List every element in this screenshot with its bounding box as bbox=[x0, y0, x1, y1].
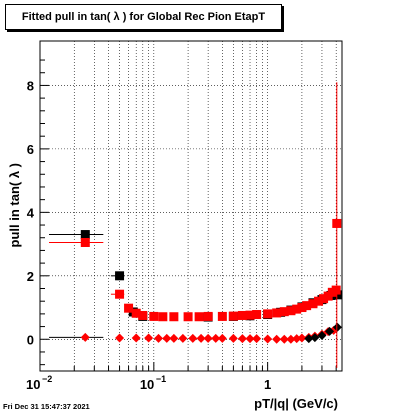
data-point-square bbox=[169, 312, 179, 322]
grid bbox=[39, 41, 342, 371]
data-point-diamond bbox=[162, 333, 172, 343]
x-axis-label: pT/|q| (GeV/c) bbox=[254, 396, 338, 411]
x-tick-exponent: −2 bbox=[42, 374, 52, 384]
y-tick-label: 0 bbox=[27, 332, 34, 347]
data-point-diamond bbox=[332, 322, 342, 332]
data-point-square bbox=[228, 311, 238, 321]
chart-title: Fitted pull in tan( λ ) for Global Rec P… bbox=[5, 4, 282, 30]
y-tick-label: 8 bbox=[27, 78, 34, 93]
data-point-square bbox=[245, 310, 255, 320]
y-tick-label: 2 bbox=[27, 269, 34, 284]
data-point-square bbox=[319, 294, 329, 304]
data-point-square bbox=[115, 271, 125, 281]
data-point-square bbox=[279, 307, 289, 317]
data-point-square bbox=[308, 299, 318, 309]
data-point-square bbox=[272, 308, 282, 318]
data-point-diamond bbox=[80, 332, 90, 342]
timestamp: Fri Dec 31 15:47:37 2021 bbox=[3, 402, 90, 411]
y-tick-label: 4 bbox=[27, 205, 35, 220]
outlier-point bbox=[332, 218, 342, 228]
data-point-diamond bbox=[245, 334, 255, 344]
data-point-square bbox=[80, 230, 90, 240]
data-point-square bbox=[80, 237, 90, 247]
data-point-diamond bbox=[310, 333, 320, 343]
data-point-square bbox=[314, 296, 324, 306]
data-point-diamond bbox=[211, 333, 221, 343]
x-tick-label: 10 bbox=[140, 377, 154, 392]
data-point-square bbox=[252, 310, 262, 320]
data-point-diamond bbox=[252, 334, 262, 344]
data-point-diamond bbox=[196, 333, 206, 343]
data-point-diamond bbox=[297, 333, 307, 343]
data-point-diamond bbox=[228, 333, 238, 343]
axis-ticks bbox=[39, 59, 337, 371]
data-point-diamond bbox=[292, 334, 302, 344]
data-point-diamond bbox=[154, 333, 164, 343]
x-tick-exponent: −1 bbox=[156, 374, 166, 384]
data-point-square bbox=[331, 285, 341, 295]
data-point-diamond bbox=[272, 334, 282, 344]
data-point-diamond bbox=[178, 333, 188, 343]
x-tick-label: 1 bbox=[264, 377, 271, 392]
data-point-square bbox=[286, 306, 296, 316]
data-point-diamond bbox=[263, 334, 273, 344]
data-point-square bbox=[124, 303, 134, 313]
data-point-diamond bbox=[325, 326, 335, 336]
data-point-diamond bbox=[169, 333, 179, 343]
data-point-square bbox=[332, 290, 342, 300]
data-point-square bbox=[302, 301, 312, 311]
data-point-square bbox=[292, 304, 302, 314]
data-point-diamond bbox=[317, 330, 327, 340]
data-point-square bbox=[115, 289, 125, 299]
data-point-diamond bbox=[115, 333, 125, 343]
data-point-square bbox=[183, 312, 193, 322]
data-point-diamond bbox=[188, 333, 198, 343]
y-axis-label: pull in tan( λ ) bbox=[7, 163, 22, 248]
data-point-square bbox=[263, 309, 273, 319]
x-tick-label: 10 bbox=[26, 377, 40, 392]
data-point-square bbox=[237, 310, 247, 320]
data-point-square bbox=[217, 311, 227, 321]
data-point-diamond bbox=[203, 333, 213, 343]
data-point-square bbox=[158, 312, 168, 322]
data-marks bbox=[49, 82, 342, 368]
data-point-diamond bbox=[279, 334, 289, 344]
y-tick-label: 6 bbox=[27, 142, 34, 157]
data-point-square bbox=[203, 311, 213, 321]
data-point-square bbox=[149, 311, 159, 321]
data-point-square bbox=[138, 310, 148, 320]
data-point-diamond bbox=[144, 333, 154, 343]
data-point-square bbox=[297, 303, 307, 313]
data-point-diamond bbox=[304, 334, 314, 344]
data-point-diamond bbox=[286, 334, 296, 344]
data-point-square bbox=[194, 312, 204, 322]
data-point-diamond bbox=[217, 333, 227, 343]
data-point-diamond bbox=[131, 333, 141, 343]
data-point-square bbox=[131, 308, 141, 318]
data-point-diamond bbox=[237, 334, 247, 344]
